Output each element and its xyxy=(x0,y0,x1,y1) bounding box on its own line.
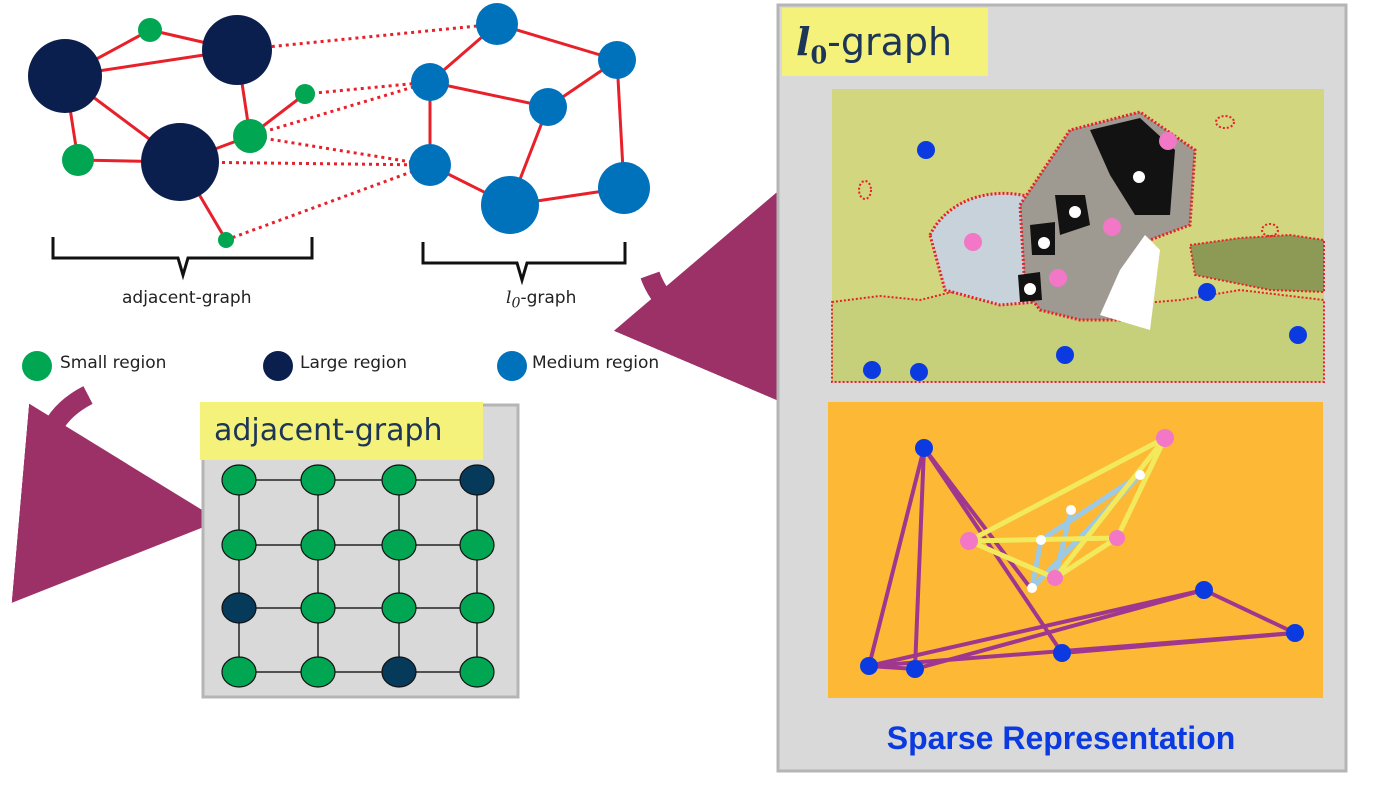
grid-node-large xyxy=(459,464,495,496)
grid-node-small xyxy=(300,529,336,561)
legend-small-dot xyxy=(22,351,52,381)
l0-graph-edges xyxy=(428,22,626,207)
legend-large-dot xyxy=(263,351,293,381)
adjacent-graph-nodes xyxy=(28,15,315,248)
grid-node-small xyxy=(300,464,336,496)
grid-node-small xyxy=(459,592,495,624)
curved-arrow-icon xyxy=(11,386,220,603)
adjacent-graph-caption: adjacent-graph xyxy=(122,288,252,308)
adjacent-graph-title: adjacent-graph xyxy=(200,402,483,460)
grid-node-small xyxy=(221,656,257,688)
grid-node-small xyxy=(381,592,417,624)
legend-medium-label: Medium region xyxy=(532,353,660,373)
l0-graph-nodes xyxy=(409,3,650,234)
l0-graph-panel xyxy=(776,3,1348,773)
legend-dots xyxy=(22,351,527,381)
grid-node-small xyxy=(300,656,336,688)
l0-graph-caption: l0-graph xyxy=(506,288,577,312)
adjacent-vs-l0-graph-illustration xyxy=(28,3,650,286)
adjacent-grid xyxy=(221,464,495,688)
grid-node-small xyxy=(459,656,495,688)
braces xyxy=(51,237,627,286)
curved-arrow-icon xyxy=(613,186,798,410)
grid-node-small xyxy=(381,464,417,496)
legend-small-label: Small region xyxy=(60,353,167,373)
legend-medium-dot xyxy=(497,351,527,381)
segment-dots xyxy=(863,132,1307,381)
sparse-representation-label: Sparse Representation xyxy=(886,720,1236,756)
grid-node-small xyxy=(221,464,257,496)
l0-graph-title: l0-graph xyxy=(782,8,988,76)
grid-node-large xyxy=(221,592,257,624)
grid-node-small xyxy=(300,592,336,624)
legend-large-label: Large region xyxy=(300,353,407,373)
grid-node-small xyxy=(459,529,495,561)
dotted-connections xyxy=(179,22,498,242)
grid-node-small xyxy=(381,529,417,561)
segmented-image xyxy=(831,89,1325,383)
grid-node-small xyxy=(221,529,257,561)
sparse-graph xyxy=(828,402,1323,698)
grid-node-large xyxy=(381,656,417,688)
